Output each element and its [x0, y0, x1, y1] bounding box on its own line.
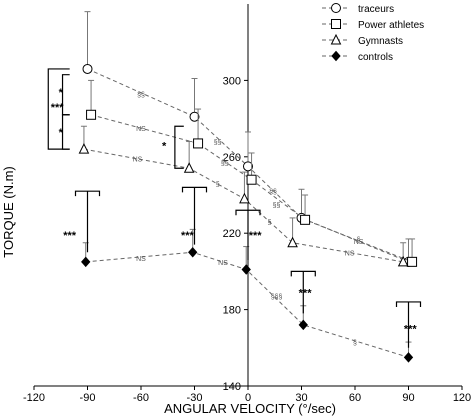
- data-point: [86, 109, 97, 120]
- segment-annotation: §: [357, 237, 361, 244]
- significance-label: *: [59, 127, 64, 139]
- legend-item-triangle: Gymnasts: [322, 33, 403, 47]
- y-tick-label: 300: [223, 75, 241, 87]
- legend-label: traceurs: [358, 4, 394, 15]
- segment-annotation: §: [216, 182, 220, 189]
- bracket-line: [74, 190, 101, 253]
- significance-label: *: [162, 140, 167, 152]
- x-tick-label: -60: [133, 392, 149, 404]
- segment-annotation: NS: [136, 126, 146, 133]
- legend-item-circle: traceurs: [322, 3, 394, 15]
- data-point: [246, 174, 257, 185]
- significance-label: ***: [51, 102, 65, 114]
- data-point: [241, 264, 251, 275]
- x-tick-label: -90: [80, 392, 96, 404]
- series-square: [86, 79, 418, 267]
- data-point: [78, 143, 90, 154]
- significance-label: ***: [299, 287, 313, 299]
- legend-label: Power athletes: [358, 20, 424, 31]
- data-point: [407, 256, 418, 267]
- x-tick-label: 90: [402, 392, 414, 404]
- x-axis-label: ANGULAR VELOCITY (°/sec): [164, 401, 336, 416]
- legend-item-square: Power athletes: [322, 19, 424, 31]
- data-point: [287, 236, 298, 248]
- legend-marker: [330, 33, 342, 45]
- data-point: [300, 214, 311, 225]
- legend-item-diamond: controls: [322, 50, 393, 63]
- segment-annotation: NS: [218, 260, 228, 267]
- y-tick-label: 220: [223, 228, 241, 240]
- significance-label: *: [59, 87, 64, 99]
- legend-marker: [331, 50, 341, 62]
- segment-annotation: §§: [214, 140, 222, 147]
- x-tick-label: 120: [453, 392, 471, 404]
- bracket-line: [174, 125, 184, 169]
- data-point: [183, 162, 195, 173]
- segment-annotation: NS: [136, 256, 146, 263]
- y-axis-label: TORQUE (N.m): [1, 166, 16, 257]
- series-triangle: [78, 125, 409, 267]
- data-point: [243, 161, 253, 172]
- legend-label: Gymnasts: [358, 36, 403, 47]
- legend-marker: [331, 3, 341, 13]
- segment-annotation: §: [267, 220, 271, 227]
- series-diamond: [81, 228, 414, 363]
- data-point: [397, 255, 409, 267]
- bracket-line: [47, 68, 70, 150]
- segment-annotation: §§: [221, 161, 229, 168]
- series-layer: [78, 11, 418, 363]
- x-tick-label: 30: [295, 392, 307, 404]
- bracket-line: [181, 186, 208, 245]
- legend-marker: [331, 19, 341, 29]
- data-point: [82, 63, 93, 74]
- x-tick-label: -30: [187, 392, 203, 404]
- segment-annotation: §§: [269, 189, 277, 196]
- x-tick-label: -120: [23, 392, 45, 404]
- data-point: [298, 319, 308, 331]
- data-point: [189, 111, 200, 122]
- data-point: [81, 256, 91, 268]
- y-tick-label: 180: [223, 305, 241, 317]
- segment-annotation: §§: [137, 92, 145, 99]
- segment-annotation: NS: [133, 157, 143, 164]
- data-point: [239, 192, 250, 204]
- bracket-line: [395, 301, 422, 348]
- x-tick-label: 0: [245, 392, 251, 404]
- legend-label: controls: [358, 52, 393, 63]
- data-point: [193, 138, 204, 149]
- significance-label: ***: [249, 230, 263, 242]
- data-point: [403, 352, 414, 363]
- axes: -120 -90 -60 -30 0 30 60 90 120 140 180 220 260 300: [23, 4, 471, 404]
- data-point: [188, 247, 198, 258]
- y-tick-label: 140: [223, 381, 241, 393]
- bracket-line: [235, 209, 261, 260]
- segment-annotation: §§§: [271, 294, 283, 301]
- segment-annotation: §§: [273, 203, 281, 210]
- y-tick-label: 260: [223, 152, 241, 164]
- bracket-line: [290, 270, 316, 314]
- segment-annotation: NS: [345, 250, 355, 257]
- x-tick-label: 60: [349, 392, 361, 404]
- segment-annotation: §: [353, 340, 357, 347]
- segment-annotation: NS: [354, 239, 364, 246]
- significance-label: ***: [63, 230, 77, 242]
- significance-brackets: [47, 68, 422, 348]
- significance-label: ***: [404, 324, 418, 336]
- significance-label: ***: [181, 230, 195, 242]
- legend: traceurs Power athletes Gymnasts controls: [322, 3, 424, 63]
- bracket-line: [61, 114, 70, 150]
